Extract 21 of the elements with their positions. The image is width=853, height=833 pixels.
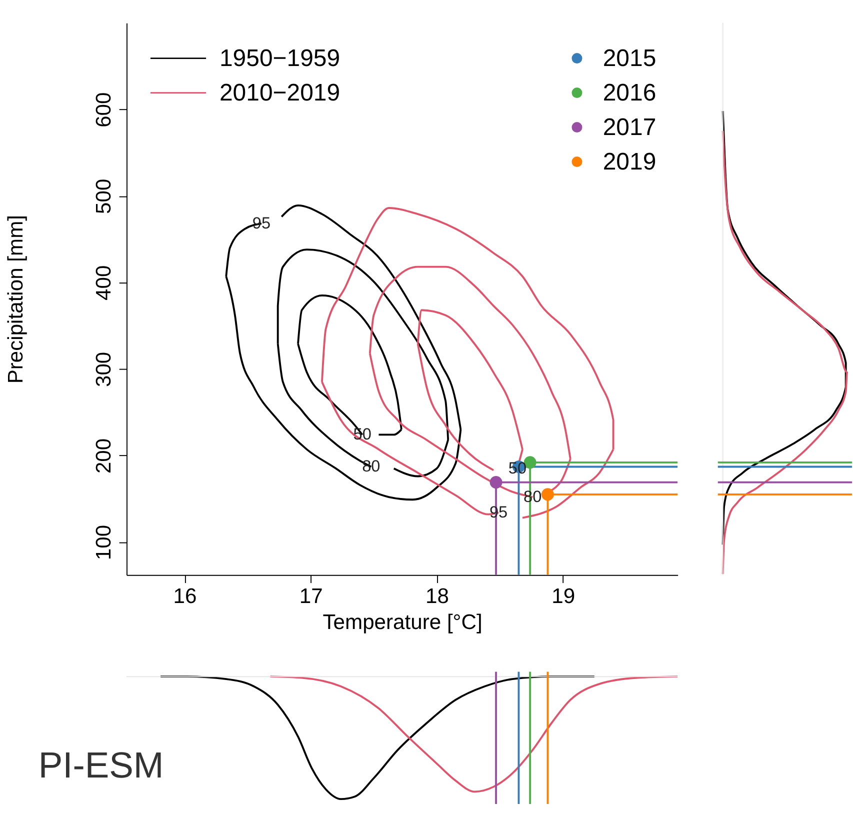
y-tick-label: 100 <box>92 524 116 560</box>
annotation: 95 <box>252 214 271 232</box>
y-tick-label: 500 <box>92 178 116 214</box>
x-tick-label: 18 <box>425 585 449 608</box>
legend-label: 2017 <box>602 114 656 141</box>
y-tick-label: 600 <box>92 92 116 128</box>
y-tick-label: 200 <box>92 438 116 474</box>
legend-label: 2016 <box>602 79 656 106</box>
annotation: PI-ESM <box>38 744 164 786</box>
x-tick-label: 17 <box>299 585 323 608</box>
legend-label: 2015 <box>602 44 656 72</box>
legend-label: 2019 <box>602 148 656 176</box>
annotation: 80 <box>362 458 380 476</box>
y-tick-label: 300 <box>92 352 116 388</box>
y-axis-title: Precipitation [mm] <box>4 215 28 384</box>
x-tick-label: 19 <box>552 585 576 608</box>
y-tick-label: 400 <box>92 265 116 300</box>
x-tick-label: 16 <box>173 585 197 608</box>
legend-label: 1950−1959 <box>219 44 340 72</box>
x-axis-title: Temperature [°C] <box>322 611 482 634</box>
legend-label: 2010−2019 <box>219 79 340 106</box>
